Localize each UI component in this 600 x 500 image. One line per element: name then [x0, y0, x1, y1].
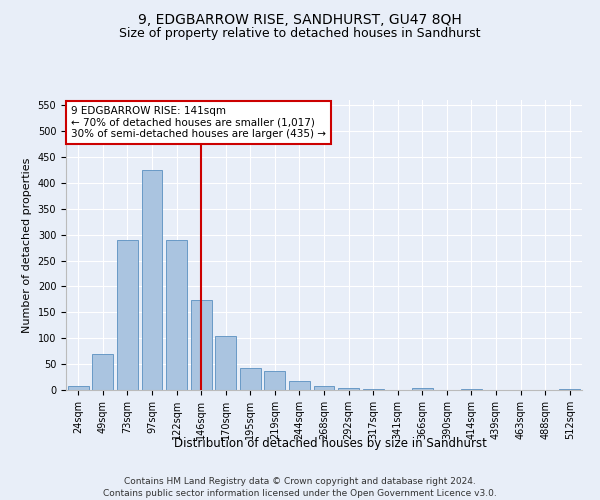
Y-axis label: Number of detached properties: Number of detached properties — [22, 158, 32, 332]
Bar — [166, 240, 187, 390]
Bar — [338, 388, 359, 390]
Bar — [142, 170, 163, 390]
Text: 9 EDGBARROW RISE: 141sqm
← 70% of detached houses are smaller (1,017)
30% of sem: 9 EDGBARROW RISE: 141sqm ← 70% of detach… — [71, 106, 326, 139]
Bar — [461, 389, 482, 390]
Bar — [240, 368, 261, 390]
Bar — [68, 386, 89, 390]
Text: Contains HM Land Registry data © Crown copyright and database right 2024.
Contai: Contains HM Land Registry data © Crown c… — [103, 476, 497, 498]
Bar — [559, 389, 580, 390]
Bar — [362, 389, 383, 390]
Bar — [314, 386, 334, 390]
Bar — [289, 381, 310, 390]
Text: Size of property relative to detached houses in Sandhurst: Size of property relative to detached ho… — [119, 28, 481, 40]
Bar — [191, 300, 212, 390]
Text: 9, EDGBARROW RISE, SANDHURST, GU47 8QH: 9, EDGBARROW RISE, SANDHURST, GU47 8QH — [138, 12, 462, 26]
Bar — [117, 240, 138, 390]
Text: Distribution of detached houses by size in Sandhurst: Distribution of detached houses by size … — [173, 438, 487, 450]
Bar — [215, 336, 236, 390]
Bar — [92, 354, 113, 390]
Bar — [412, 388, 433, 390]
Bar — [265, 371, 286, 390]
